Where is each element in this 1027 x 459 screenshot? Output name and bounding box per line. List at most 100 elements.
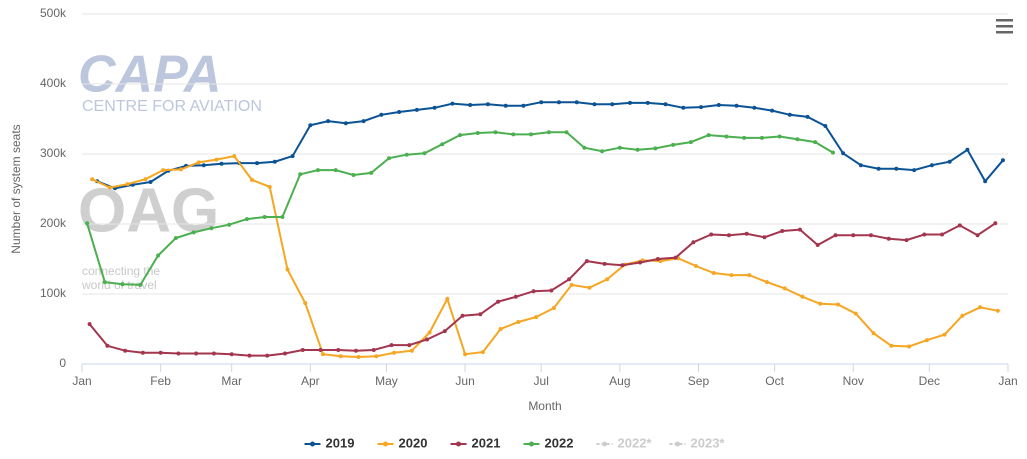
point [709,232,714,237]
point [336,348,341,352]
point [534,315,539,320]
point [610,102,615,107]
watermark: OAG [78,176,219,245]
y-tick-label: 500k [40,6,67,20]
point [551,306,556,310]
point [425,337,430,342]
point [475,131,480,135]
legend-label: 2019 [326,435,355,450]
point [691,240,696,245]
point [158,350,163,355]
watermark: world of travel [81,278,157,292]
point [407,343,412,348]
point [567,277,572,282]
legend-label: 2022 [545,435,574,450]
x-tick-label: Aug [609,374,630,388]
point [478,312,483,317]
legend-item[interactable]: 2022 [523,435,574,450]
point [321,352,326,357]
point [564,130,569,135]
point [361,119,366,124]
point [282,351,287,356]
point [503,103,508,108]
legend-label: 2021 [472,435,501,450]
point [445,296,450,301]
point [107,185,112,190]
point [797,227,802,232]
point [742,135,747,140]
point [813,140,818,145]
point [379,112,384,117]
point [587,285,592,290]
point [699,105,704,110]
point [521,103,526,108]
point [556,100,561,105]
point [458,133,463,138]
point [125,182,130,187]
point [102,280,107,285]
point [671,142,676,147]
point [688,140,693,145]
point [780,229,785,233]
point [734,103,739,108]
point [272,159,277,164]
menu-button[interactable] [996,19,1013,34]
legend-dot [456,441,461,447]
series-line [96,101,1004,190]
legend-item[interactable]: 2019 [304,435,355,450]
legend-dot [675,441,680,447]
legend-item[interactable]: 2021 [450,435,501,450]
point [539,100,544,105]
point [978,305,983,310]
point [427,330,432,335]
point [871,331,876,336]
point [627,100,632,105]
legend-item[interactable]: 2023* [669,435,726,450]
point [818,301,823,306]
y-tick-label: 100k [40,286,67,300]
point [759,135,764,140]
point [764,280,769,285]
legend-item[interactable]: 2022* [596,435,653,450]
point [716,103,721,107]
point [232,154,237,159]
point [498,327,503,331]
legend-label: 2020 [399,435,428,450]
point [303,301,308,306]
point [681,105,686,110]
point [693,264,698,268]
point [929,163,934,168]
point [414,107,419,112]
point [851,233,856,238]
point [280,215,285,219]
point [574,100,579,105]
point [267,184,272,189]
point [511,132,516,137]
series-line [88,222,996,357]
x-tick-label: Oct [765,374,784,388]
point [744,231,749,236]
point [315,168,320,173]
point [460,313,465,318]
point [592,102,597,107]
point [724,134,729,139]
point [605,277,610,282]
point [480,350,485,355]
point [823,124,828,128]
point [841,151,846,156]
point [298,172,303,177]
point [513,294,518,299]
legend-item[interactable]: 2020 [377,435,428,450]
point [326,119,331,124]
point [468,103,473,107]
point [308,123,313,128]
point [947,159,952,164]
point [389,343,394,348]
point [752,105,757,110]
point [90,177,95,182]
x-tick-label: Jun [455,374,474,388]
point [397,110,402,114]
watermark: CENTRE FOR AVIATION [82,98,262,115]
y-tick-label: 400k [40,76,67,90]
point [143,177,148,182]
